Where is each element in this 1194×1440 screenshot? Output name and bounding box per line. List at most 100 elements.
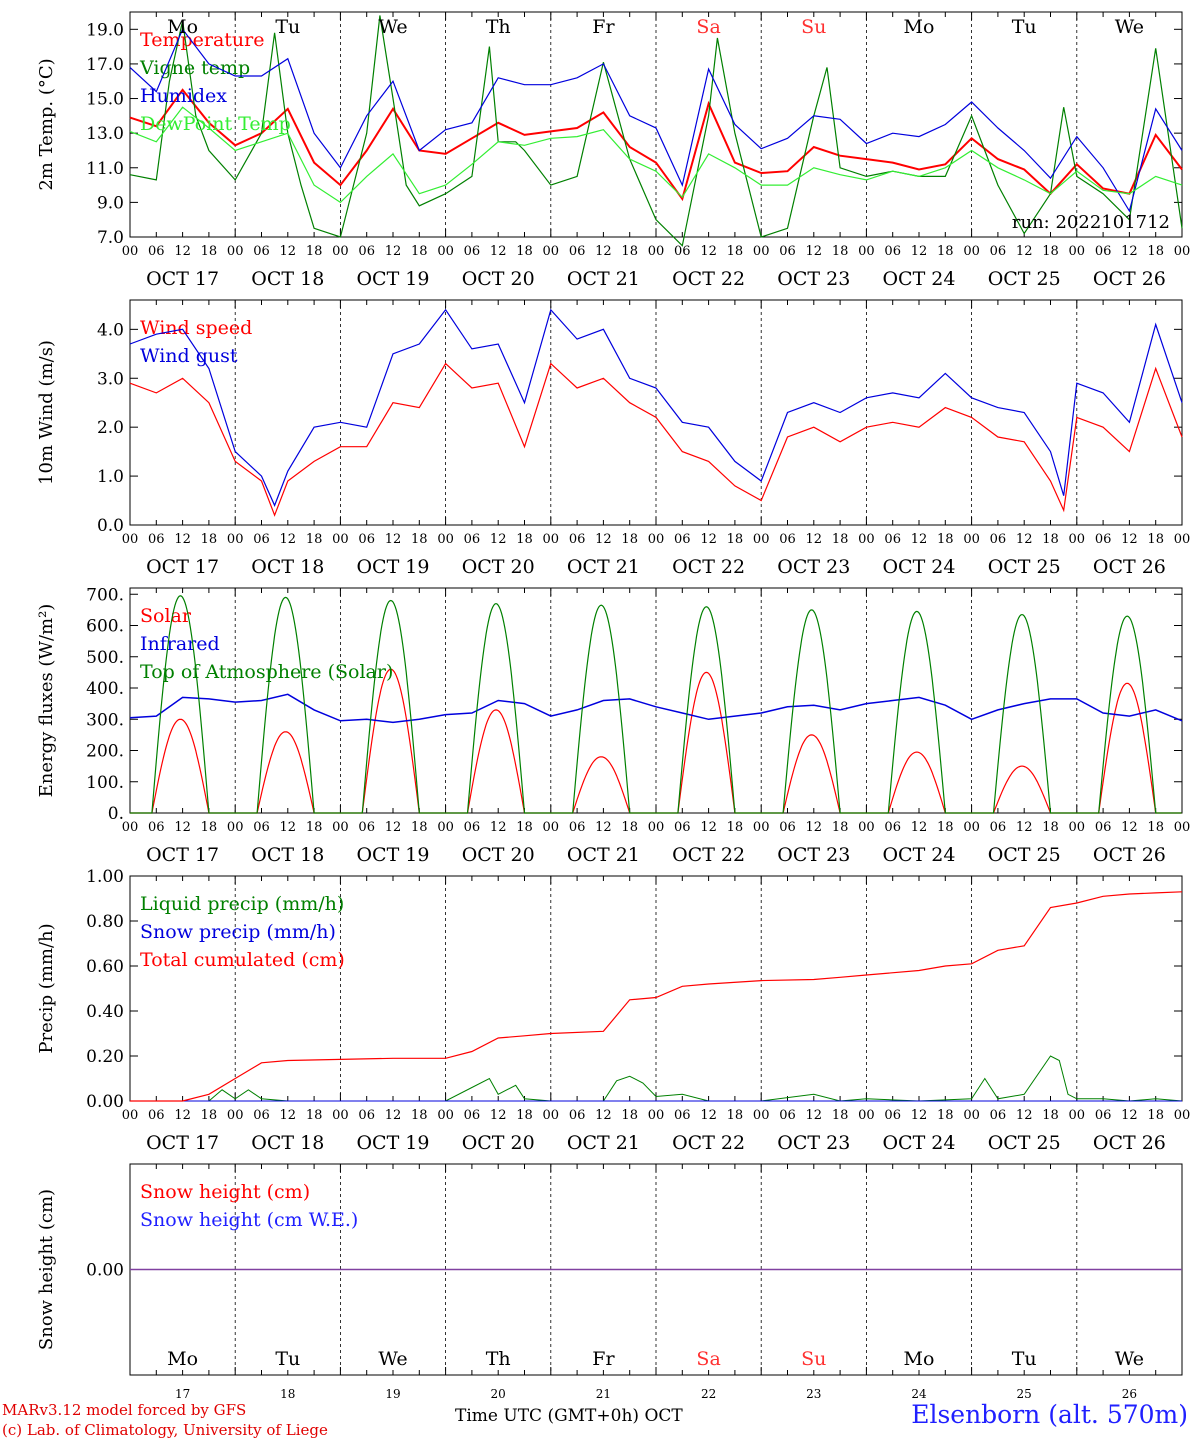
- hour-tick-label: 00: [648, 820, 665, 835]
- hour-tick-label: 00: [858, 532, 875, 547]
- hour-tick-label: 18: [201, 532, 218, 547]
- hour-tick-label: 06: [569, 1108, 586, 1123]
- hour-tick-label: 06: [569, 532, 586, 547]
- hour-tick-label: 18: [1042, 244, 1059, 259]
- hour-tick-label: 18: [727, 820, 744, 835]
- day-name-top: We: [378, 16, 407, 38]
- date-label: OCT 22: [672, 1132, 745, 1154]
- hour-tick-label: 06: [884, 1108, 901, 1123]
- hour-tick-label: 00: [332, 244, 349, 259]
- hour-tick-label: 12: [911, 820, 928, 835]
- date-label: OCT 17: [146, 556, 219, 578]
- hour-tick-label: 12: [280, 1108, 297, 1123]
- legend-entry: Wind speed: [140, 317, 252, 339]
- hour-tick-label: 06: [884, 820, 901, 835]
- legend-entry: Vigne temp: [139, 57, 250, 79]
- y-tick-label: 2.0: [97, 418, 124, 438]
- hour-tick-label: 06: [358, 244, 375, 259]
- hour-tick-label: 06: [674, 820, 691, 835]
- hour-tick-label: 06: [148, 820, 165, 835]
- y-tick-label: 13.0: [86, 124, 124, 144]
- day-number: 25: [1017, 1387, 1032, 1401]
- hour-tick-label: 06: [674, 1108, 691, 1123]
- date-label: OCT 22: [672, 268, 745, 290]
- hour-tick-label: 06: [569, 820, 586, 835]
- date-label: OCT 17: [146, 844, 219, 866]
- hour-tick-label: 18: [411, 532, 428, 547]
- series-line-top-of-atmosphere-solar-: [130, 595, 1182, 814]
- hour-tick-label: 12: [1016, 820, 1033, 835]
- hour-tick-label: 06: [1095, 1108, 1112, 1123]
- day-number: 24: [911, 1387, 927, 1401]
- date-label: OCT 26: [1093, 1132, 1166, 1154]
- hour-tick-label: 06: [464, 532, 481, 547]
- date-label: OCT 25: [988, 556, 1061, 578]
- hour-tick-label: 00: [648, 244, 665, 259]
- hour-tick-label: 00: [1069, 820, 1086, 835]
- hour-tick-label: 12: [1121, 1108, 1138, 1123]
- hour-tick-label: 12: [174, 1108, 191, 1123]
- hour-tick-label: 18: [1147, 820, 1164, 835]
- day-name-bottom: Sa: [696, 1348, 720, 1370]
- hour-tick-label: 12: [385, 244, 402, 259]
- hour-tick-label: 18: [1042, 820, 1059, 835]
- y-tick-label: 700.: [86, 585, 124, 605]
- series-line-temperature: [129, 88, 1183, 202]
- hour-tick-label: 06: [779, 820, 796, 835]
- hour-tick-label: 00: [332, 532, 349, 547]
- hour-tick-label: 00: [858, 244, 875, 259]
- legend-entry: Humidex: [140, 85, 227, 107]
- panel-frame-2: [129, 587, 1183, 814]
- hour-tick-label: 00: [753, 532, 770, 547]
- hour-tick-label: 00: [1069, 244, 1086, 259]
- hour-tick-label: 06: [674, 532, 691, 547]
- date-label: OCT 23: [777, 556, 850, 578]
- hour-tick-label: 18: [201, 1108, 218, 1123]
- y-tick-label: 200.: [86, 742, 124, 762]
- hour-tick-label: 00: [858, 820, 875, 835]
- station-label: Elsenborn (alt. 570m): [911, 1400, 1188, 1429]
- hour-tick-label: 18: [832, 532, 849, 547]
- hour-tick-label: 12: [490, 1108, 507, 1123]
- hour-tick-label: 00: [437, 244, 454, 259]
- y-tick-label: 7.0: [97, 228, 124, 248]
- y-tick-label: 0.: [108, 804, 124, 824]
- hour-tick-label: 12: [700, 532, 717, 547]
- date-label: OCT 17: [146, 1132, 219, 1154]
- hour-tick-label: 12: [280, 532, 297, 547]
- hour-tick-label: 18: [516, 532, 533, 547]
- hour-tick-label: 06: [990, 820, 1007, 835]
- hour-tick-label: 18: [727, 532, 744, 547]
- hour-tick-label: 06: [990, 244, 1007, 259]
- hour-tick-label: 00: [332, 820, 349, 835]
- y-axis-label: Snow height (cm): [36, 1189, 57, 1350]
- y-tick-label: 0.80: [86, 912, 124, 932]
- day-name-bottom: We: [378, 1348, 407, 1370]
- legend-entry: Liquid precip (mm/h): [140, 893, 344, 915]
- day-number: 18: [280, 1387, 295, 1401]
- date-label: OCT 23: [777, 268, 850, 290]
- hour-tick-label: 06: [1095, 244, 1112, 259]
- hour-tick-label: 12: [700, 244, 717, 259]
- hour-tick-label: 18: [1147, 532, 1164, 547]
- hour-tick-label: 06: [358, 532, 375, 547]
- hour-tick-label: 18: [832, 1108, 849, 1123]
- series-line-infrared: [129, 693, 1183, 724]
- hour-tick-label: 12: [806, 244, 823, 259]
- hour-tick-label: 12: [1016, 532, 1033, 547]
- hour-tick-label: 06: [148, 244, 165, 259]
- y-tick-label: 3.0: [97, 369, 124, 389]
- date-label: OCT 20: [462, 844, 535, 866]
- hour-tick-label: 12: [1121, 532, 1138, 547]
- hour-tick-label: 12: [385, 820, 402, 835]
- legend-entry: DewPoint Temp: [140, 113, 291, 135]
- hour-tick-label: 12: [595, 1108, 612, 1123]
- hour-tick-label: 00: [437, 820, 454, 835]
- hour-tick-label: 00: [543, 532, 560, 547]
- day-name-top: We: [1115, 16, 1144, 38]
- hour-tick-label: 12: [385, 532, 402, 547]
- legend-entry: Snow height (cm W.E.): [140, 1209, 358, 1231]
- hour-tick-label: 12: [700, 820, 717, 835]
- hour-tick-label: 18: [1147, 1108, 1164, 1123]
